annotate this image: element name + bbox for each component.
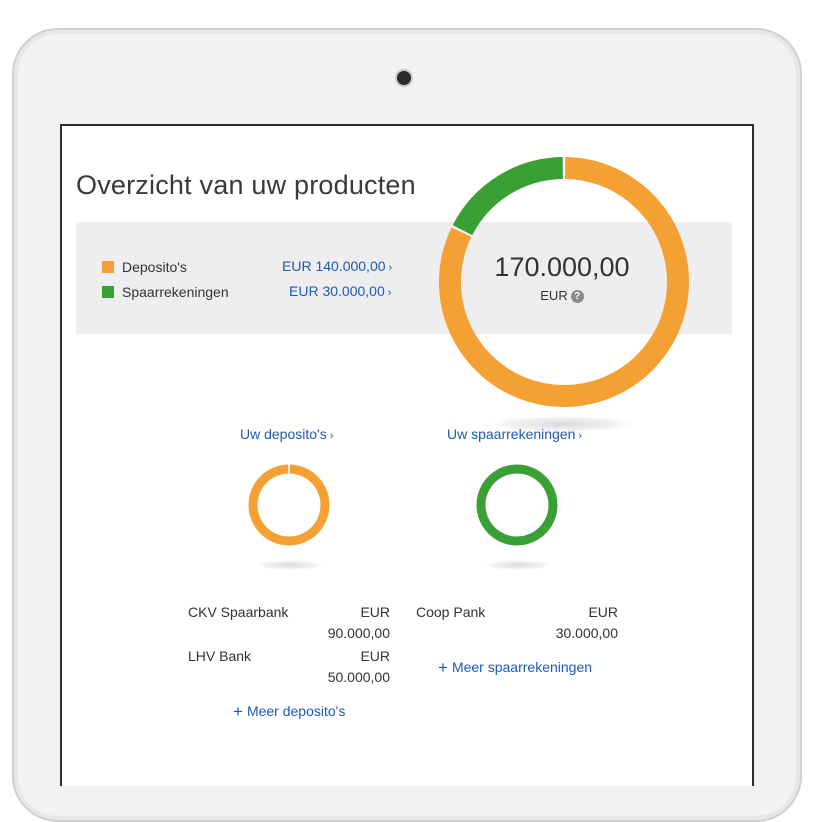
- amount-currency: EUR: [588, 604, 618, 620]
- deposits-donut-chart: [248, 464, 330, 546]
- help-icon[interactable]: ?: [570, 290, 584, 304]
- more-savings-link[interactable]: + Meer spaarrekeningen: [438, 658, 592, 678]
- deposit-bank-amount: EUR 50.000,00: [280, 646, 390, 688]
- more-deposits-label: Meer deposito's: [246, 703, 346, 719]
- deposits-swatch-icon: [102, 261, 114, 273]
- deposit-bank-amount: EUR 90.000,00: [280, 602, 390, 644]
- screen: Overzicht van uw producten Deposito's EU…: [60, 124, 754, 786]
- deposits-link[interactable]: Uw deposito's ›: [240, 426, 333, 442]
- savings-link[interactable]: Uw spaarrekeningen ›: [447, 426, 582, 442]
- savings-link-label: Uw spaarrekeningen: [447, 426, 576, 442]
- legend-label: Deposito's: [122, 259, 187, 275]
- legend-item-savings: Spaarrekeningen: [102, 282, 229, 302]
- summary-panel: Deposito's EUR 140.000,00 › Spaarrekening…: [76, 222, 732, 334]
- amount-currency: EUR: [360, 648, 390, 664]
- deposits-amount-link[interactable]: EUR 140.000,00 ›: [282, 258, 392, 274]
- deposits-link-label: Uw deposito's: [240, 426, 327, 442]
- legend-label: Spaarrekeningen: [122, 284, 229, 300]
- chevron-right-icon: ›: [388, 262, 393, 274]
- donut-slice-savings: [452, 157, 564, 236]
- chevron-right-icon: ›: [387, 287, 392, 299]
- savings-donut-shadow: [485, 560, 551, 570]
- more-savings-label: Meer spaarrekeningen: [451, 659, 593, 675]
- savings-donut-chart: [476, 464, 558, 546]
- plus-icon: +: [438, 658, 448, 677]
- big-donut-shadow: [492, 416, 632, 432]
- legend-item-deposits: Deposito's: [102, 257, 187, 277]
- total-currency: EUR?: [434, 288, 690, 304]
- deposit-bank-name: CKV Spaarbank: [188, 604, 289, 620]
- plus-icon: +: [233, 702, 243, 721]
- savings-amount: EUR 30.000,00: [289, 283, 385, 299]
- deposits-amount: EUR 140.000,00: [282, 258, 386, 274]
- amount-value: 50.000,00: [327, 669, 390, 685]
- amount-value: 30.000,00: [555, 625, 618, 641]
- donut-slice-deposits: [439, 157, 689, 407]
- camera-icon: [397, 71, 411, 85]
- savings-bank-amount: EUR 30.000,00: [508, 602, 618, 644]
- amount-currency: EUR: [360, 604, 390, 620]
- amount-value: 90.000,00: [327, 625, 390, 641]
- total-amount: 170.000,00: [494, 252, 630, 282]
- more-deposits-link[interactable]: + Meer deposito's: [233, 702, 345, 722]
- currency-label: EUR: [540, 288, 568, 303]
- savings-bank-name: Coop Pank: [416, 604, 486, 620]
- page-title: Overzicht van uw producten: [76, 170, 416, 200]
- deposits-donut-shadow: [257, 560, 323, 570]
- savings-amount-link[interactable]: EUR 30.000,00 ›: [289, 283, 391, 299]
- savings-donut-ring: [476, 464, 558, 546]
- deposits-donut-ring: [248, 464, 330, 546]
- chevron-right-icon: ›: [329, 430, 334, 442]
- deposit-bank-name: LHV Bank: [188, 648, 252, 664]
- chevron-right-icon: ›: [578, 430, 583, 442]
- savings-swatch-icon: [102, 286, 114, 298]
- total-donut-chart: [439, 157, 689, 407]
